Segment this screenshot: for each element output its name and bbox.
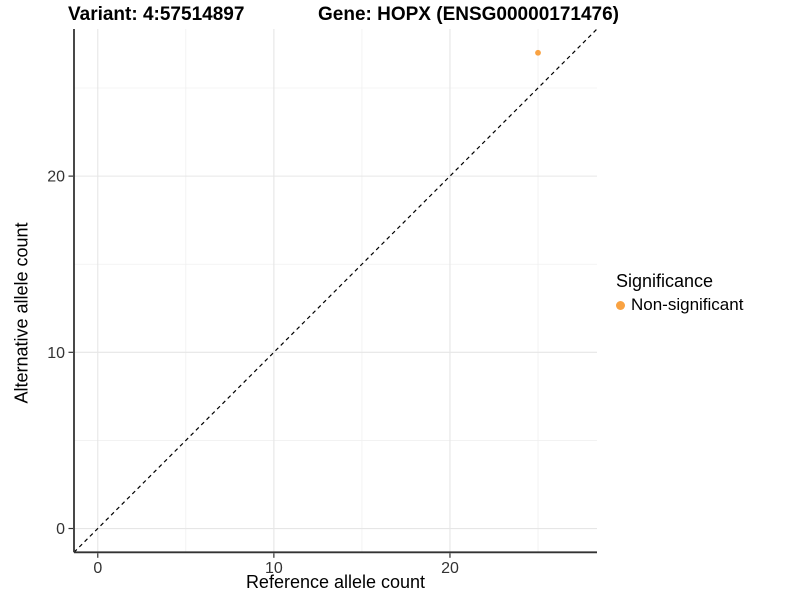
y-tick-label: 0 [56, 521, 65, 538]
data-point [535, 49, 541, 56]
x-tick-label: 0 [93, 560, 102, 577]
legend-item-label: Non-significant [631, 295, 744, 314]
gene-title: Gene: HOPX (ENSG00000171476) [318, 4, 619, 25]
y-tick-label: 20 [47, 169, 65, 186]
identity-reference-line [73, 28, 598, 553]
legend-item-non-significant: Non-significant [616, 295, 743, 315]
variant-title: Variant: 4:57514897 [68, 4, 245, 25]
x-axis-title: Reference allele count [245, 572, 426, 592]
legend-point-icon [616, 300, 625, 310]
y-tick-label: 10 [47, 345, 65, 362]
y-axis-title: Alternative allele count [11, 222, 32, 404]
legend-title: Significance [616, 271, 714, 291]
legend: Significance Non-significant [616, 271, 743, 315]
x-tick-label: 10 [265, 560, 283, 577]
x-tick-label: 20 [441, 560, 459, 577]
